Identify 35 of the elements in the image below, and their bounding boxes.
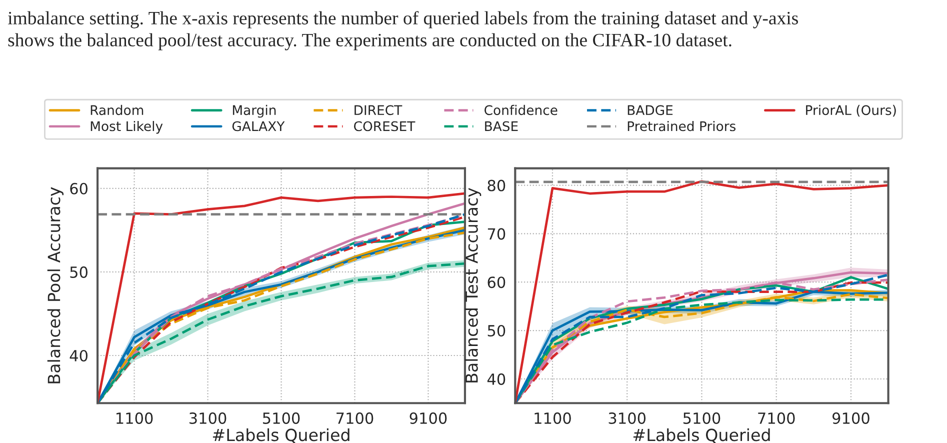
y-tick-label: 60 <box>70 182 88 194</box>
legend-label: DIRECT <box>354 105 402 116</box>
text: shows the balanced pool/test accuracy. The experiments are conducted on the CIFAR-10 dataset. <box>8 33 732 50</box>
y-tick-label: 50 <box>488 324 506 337</box>
legend-label: BASE <box>485 121 518 132</box>
y-axis-title: Balanced Test Accuracy <box>465 188 482 382</box>
legend-label: PriorAL (Ours) <box>806 104 896 117</box>
y-tick-label: 80 <box>488 180 506 192</box>
y-axis-title: Balanced Pool Accuracy <box>47 187 64 384</box>
x-tick-label: 1100 <box>116 412 153 424</box>
x-tick-label: 1100 <box>534 412 571 424</box>
x-tick-label: 5100 <box>262 412 300 424</box>
legend-label: Confidence <box>484 104 558 116</box>
y-tick-label: 40 <box>70 350 88 362</box>
y-tick-label: 50 <box>70 266 88 278</box>
x-axis-title: #Labels Queried <box>633 428 770 443</box>
x-tick-label: 9100 <box>832 412 870 424</box>
legend-label: GALAXY <box>232 121 285 132</box>
y-tick-label: 40 <box>487 373 506 385</box>
legend-label: Random <box>90 104 144 116</box>
y-tick-label: 60 <box>488 276 506 288</box>
x-tick-label: 9100 <box>410 412 447 424</box>
legend-label: BADGE <box>628 105 673 116</box>
x-tick-label: 5100 <box>683 412 720 424</box>
x-tick-label: 7100 <box>758 412 795 424</box>
x-tick-label: 3100 <box>189 412 226 424</box>
x-tick-label: 7100 <box>336 412 374 424</box>
legend-label: Pretrained Priors <box>628 120 736 132</box>
x-tick-label: 3100 <box>608 412 646 424</box>
legend-label: Most Likely <box>90 120 163 134</box>
x-axis-title: #Labels Queried <box>212 428 350 443</box>
text: imbalance setting. The x-axis represents the number of queried labels from the training dataset and y-axis <box>8 11 798 28</box>
legend-label: Margin <box>232 104 276 118</box>
y-tick-label: 70 <box>488 228 506 240</box>
legend-label: CORESET <box>354 121 416 132</box>
